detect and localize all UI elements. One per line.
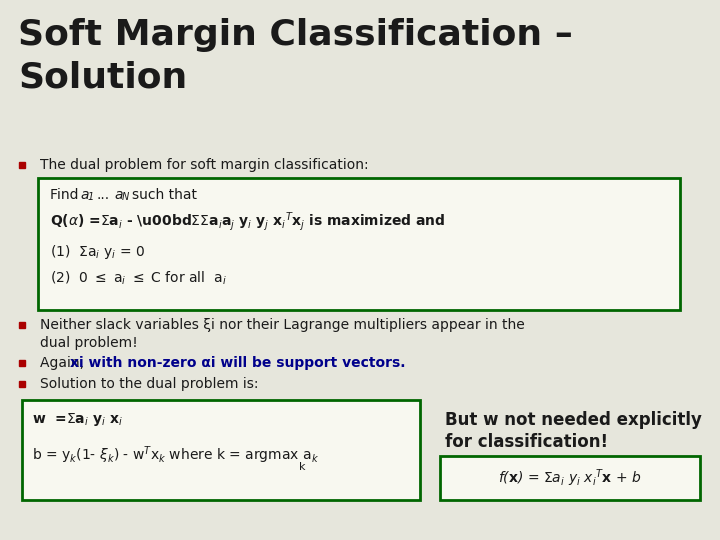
Text: Neither slack variables ξi nor their Lagrange multipliers appear in the: Neither slack variables ξi nor their Lag… (40, 318, 525, 332)
Text: xi with non-zero αi will be support vectors.: xi with non-zero αi will be support vect… (70, 356, 405, 370)
Text: dual problem!: dual problem! (40, 336, 138, 350)
Text: b = y$_k$(1- $\xi_k$) - w$^T$x$_k$ where k = argmax a$_k$: b = y$_k$(1- $\xi_k$) - w$^T$x$_k$ where… (32, 444, 319, 466)
Text: Solution: Solution (18, 60, 187, 94)
Text: Soft Margin Classification –: Soft Margin Classification – (18, 18, 573, 52)
Text: ...: ... (97, 188, 110, 202)
Text: Q($\alpha$) =$\Sigma$a$_i$ - \u00bd$\Sigma$$\Sigma$a$_i$a$_j$ y$_i$ y$_j$ x$_i$$: Q($\alpha$) =$\Sigma$a$_i$ - \u00bd$\Sig… (50, 211, 445, 233)
Text: for classification!: for classification! (445, 433, 608, 451)
Text: Find: Find (50, 188, 83, 202)
Text: such that: such that (132, 188, 197, 202)
Text: Solution to the dual problem is:: Solution to the dual problem is: (40, 377, 258, 391)
Bar (22, 400, 420, 500)
Text: $f$($\mathbf{x}$) = $\Sigma$a$_i$ y$_i$ x$_i$$^T$$\mathbf{x}$ + $b$: $f$($\mathbf{x}$) = $\Sigma$a$_i$ y$_i$ … (498, 467, 642, 489)
Text: But w not needed explicitly: But w not needed explicitly (445, 411, 702, 429)
Bar (38, 178, 680, 310)
Text: N: N (122, 192, 130, 202)
Text: 1: 1 (88, 192, 94, 202)
Text: a: a (114, 188, 122, 202)
Text: The dual problem for soft margin classification:: The dual problem for soft margin classif… (40, 158, 369, 172)
Text: Again,: Again, (40, 356, 89, 370)
Text: (1)  $\Sigma$a$_i$ y$_i$ = 0: (1) $\Sigma$a$_i$ y$_i$ = 0 (50, 243, 145, 261)
Text: (2)  0 $\leq$ a$_i$ $\leq$ C for all  a$_i$: (2) 0 $\leq$ a$_i$ $\leq$ C for all a$_i… (50, 269, 227, 287)
Text: k: k (299, 462, 305, 472)
Text: a: a (80, 188, 89, 202)
Text: w  =$\Sigma$a$_i$ y$_i$ x$_i$: w =$\Sigma$a$_i$ y$_i$ x$_i$ (32, 411, 123, 429)
Bar (440, 456, 700, 500)
